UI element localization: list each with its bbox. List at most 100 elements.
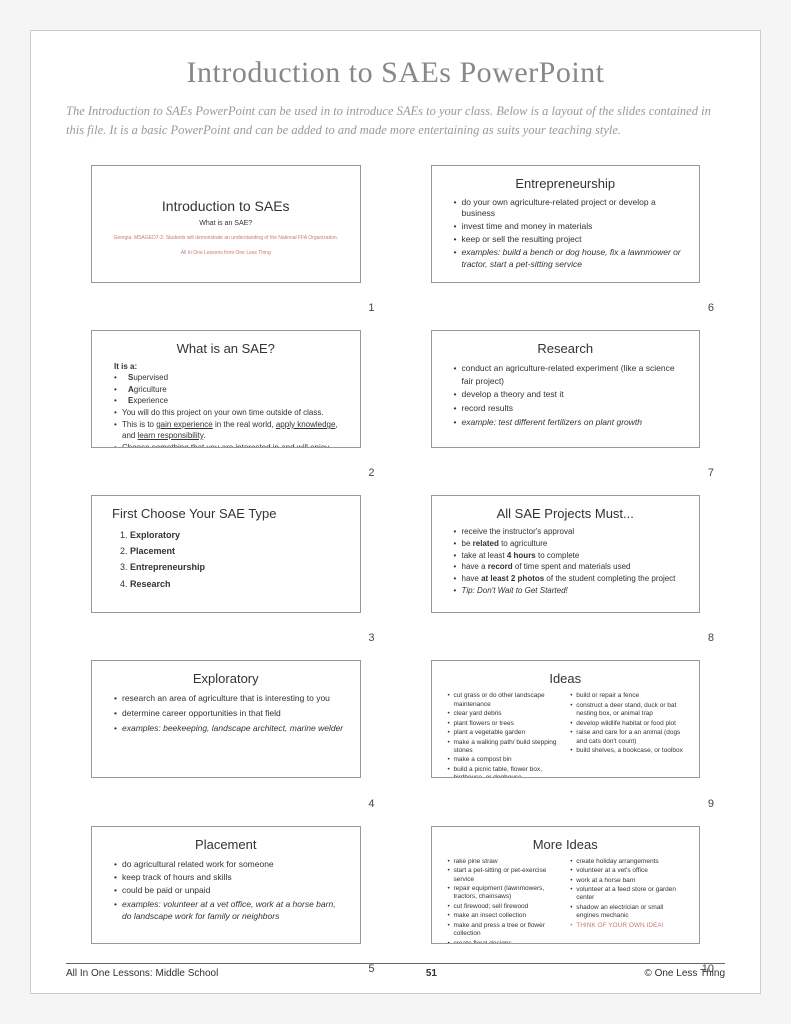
slide-wrap: Placement do agricultural related work f… [91, 826, 361, 973]
bullet-list: Supervised Agriculture Experience You wi… [106, 373, 346, 448]
slide-number: 2 [368, 467, 374, 479]
slide-number: 6 [708, 302, 714, 314]
slide-4: Exploratory research an area of agricult… [91, 660, 361, 778]
bullet-list: cut grass or do other landscape maintena… [446, 692, 563, 778]
slides-grid: Introduction to SAEs What is an SAE? Geo… [66, 165, 725, 974]
slide-10: More Ideas rake pine straw start a pet-s… [431, 826, 701, 944]
list-item: have a record of time spent and material… [454, 562, 686, 573]
slide-wrap: More Ideas rake pine straw start a pet-s… [431, 826, 701, 973]
slide-6: Entrepreneurship do your own agriculture… [431, 165, 701, 283]
list-item: examples: build a bench or dog house, fi… [454, 247, 686, 271]
list-item: Placement [130, 543, 346, 559]
slide-number: 9 [708, 798, 714, 810]
bullet-list: create holiday arrangements volunteer at… [568, 858, 685, 944]
slide-wrap: Introduction to SAEs What is an SAE? Geo… [91, 165, 361, 312]
list-item: do your own agriculture-related project … [454, 197, 686, 221]
slide-9: Ideas cut grass or do other landscape ma… [431, 660, 701, 778]
list-item: receive the instructor's approval [454, 527, 686, 538]
slide-wrap: Entrepreneurship do your own agriculture… [431, 165, 701, 312]
list-item: develop a theory and test it [454, 388, 686, 401]
list-item: develop wildlife habitat or food plot [570, 720, 685, 728]
bullet-list: conduct an agriculture-related experimen… [446, 362, 686, 429]
list-item: volunteer at a vet's office [570, 867, 685, 875]
slide-title: All SAE Projects Must... [446, 506, 686, 521]
slide-number: 7 [708, 467, 714, 479]
bullet-list: research an area of agriculture that is … [106, 692, 346, 735]
list-item: construct a deer stand, duck or bat nest… [570, 702, 685, 719]
slide-wrap: Research conduct an agriculture-related … [431, 330, 701, 477]
list-item: be related to agriculture [454, 539, 686, 550]
slide-title: Exploratory [106, 671, 346, 686]
list-item: repair equipment (lawnmowers, tractors, … [448, 885, 563, 902]
list-item: build or repair a fence [570, 692, 685, 700]
bullet-list: do agricultural related work for someone… [106, 858, 346, 923]
slide-title: What is an SAE? [106, 341, 346, 356]
slide-title: First Choose Your SAE Type [106, 506, 346, 521]
list-item: xperience [133, 396, 168, 405]
lead-text: It is a: [106, 362, 346, 371]
intro-text: The Introduction to SAEs PowerPoint can … [66, 102, 725, 140]
list-item: cut firewood; sell firewood [448, 903, 563, 911]
list-item: Tip: Don't Wait to Get Started! [454, 586, 686, 597]
slide-title: Research [446, 341, 686, 356]
slide-wrap: Exploratory research an area of agricult… [91, 660, 361, 807]
list-item: shadow an electrician or small engines m… [570, 904, 685, 921]
list-item: rake pine straw [448, 858, 563, 866]
list-item: create floral designs [448, 940, 563, 944]
slide-title: More Ideas [446, 837, 686, 852]
list-item: conduct an agriculture-related experimen… [454, 362, 686, 388]
list-item: Entrepreneurship [130, 559, 346, 575]
list-item: griculture [134, 385, 167, 394]
slide-subtitle: What is an SAE? [106, 220, 346, 227]
slide-3: First Choose Your SAE Type Exploratory P… [91, 495, 361, 613]
slide-title: Placement [106, 837, 346, 852]
list-item: make and press a tree or flower collecti… [448, 922, 563, 939]
list-item: plant flowers or trees [448, 720, 563, 728]
slide-number: 3 [368, 632, 374, 644]
list-item: Research [130, 576, 346, 592]
slide-wrap: Ideas cut grass or do other landscape ma… [431, 660, 701, 807]
list-item: record results [454, 402, 686, 415]
bullet-list: build or repair a fence construct a deer… [568, 692, 685, 778]
list-item: create holiday arrangements [570, 858, 685, 866]
list-item: upervised [133, 373, 168, 382]
list-item: keep track of hours and skills [114, 871, 346, 883]
list-item: have at least 2 photos of the student co… [454, 574, 686, 585]
slide-meta: Georgia: MSAGED7-2: Students will demons… [106, 235, 346, 242]
footer-page-number: 51 [426, 968, 437, 979]
slide-title: Entrepreneurship [446, 176, 686, 191]
list-item: make an insect collection [448, 912, 563, 920]
slide-7: Research conduct an agriculture-related … [431, 330, 701, 448]
bullet-list: receive the instructor's approval be rel… [446, 527, 686, 597]
list-item: start a pet-sitting or pet-exercise serv… [448, 867, 563, 884]
list-item: make a walking path/ build stepping ston… [448, 739, 563, 756]
list-item: build shelves, a bookcase, or toolbox [570, 747, 685, 755]
footer-right: © One Less Thing [644, 968, 725, 979]
footer-left: All In One Lessons: Middle School [66, 968, 218, 979]
list-item: example: test different fertilizers on p… [454, 416, 686, 429]
slide-title: Ideas [446, 671, 686, 686]
list-item: You will do this project on your own tim… [114, 408, 346, 419]
list-item: plant a vegetable garden [448, 729, 563, 737]
slide-wrap: All SAE Projects Must... receive the ins… [431, 495, 701, 642]
list-item: clear yard debris [448, 710, 563, 718]
bullet-list: rake pine straw start a pet-sitting or p… [446, 858, 563, 944]
list-item: examples: beekeeping, landscape architec… [114, 722, 346, 736]
list-item: determine career opportunities in that f… [114, 707, 346, 721]
list-item: take at least 4 hours to complete [454, 551, 686, 562]
slide-wrap: What is an SAE? It is a: Supervised Agri… [91, 330, 361, 477]
slide-5: Placement do agricultural related work f… [91, 826, 361, 944]
slide-1: Introduction to SAEs What is an SAE? Geo… [91, 165, 361, 283]
document-page: Introduction to SAEs PowerPoint The Intr… [30, 30, 761, 994]
ordered-list: Exploratory Placement Entrepreneurship R… [106, 527, 346, 592]
list-item: make a compost bin [448, 756, 563, 764]
slide-2: What is an SAE? It is a: Supervised Agri… [91, 330, 361, 448]
page-footer: All In One Lessons: Middle School 51 © O… [66, 963, 725, 979]
list-item: raise and care for a an animal (dogs and… [570, 729, 685, 746]
list-item: THINK OF YOUR OWN IDEA! [570, 922, 685, 930]
list-item: examples: volunteer at a vet office, wor… [114, 898, 346, 923]
two-column: cut grass or do other landscape maintena… [446, 692, 686, 778]
slide-number: 1 [368, 302, 374, 314]
list-item: invest time and money in materials [454, 221, 686, 233]
slide-number: 8 [708, 632, 714, 644]
